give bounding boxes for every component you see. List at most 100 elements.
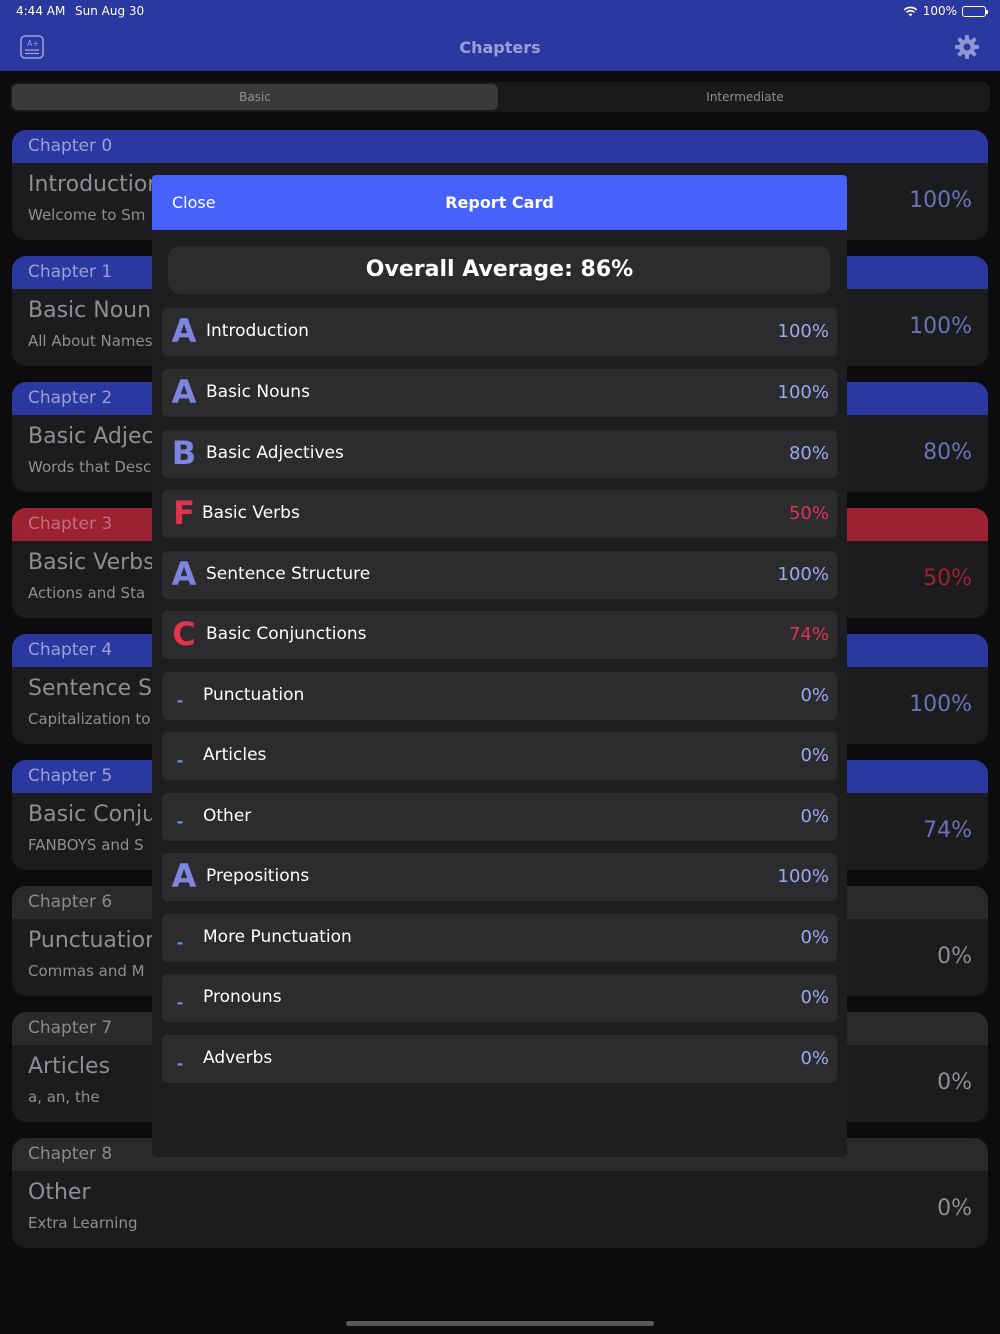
- grade-letter: A: [171, 555, 197, 593]
- report-row: A Introduction 100%: [162, 308, 837, 356]
- chapter-title: Punctuation: [28, 928, 160, 953]
- row-score: 0%: [800, 987, 829, 1008]
- chapter-subtitle: FANBOYS and S: [28, 836, 144, 854]
- row-chapter-name: Basic Nouns: [206, 382, 310, 402]
- grade-letter: -: [176, 812, 184, 831]
- chapter-score: 50%: [923, 566, 972, 591]
- report-row: - Articles 0%: [162, 732, 837, 780]
- chapter-subtitle: Words that Desc: [28, 458, 152, 476]
- report-row: C Basic Conjunctions 74%: [162, 611, 837, 659]
- row-chapter-name: Introduction: [206, 321, 309, 341]
- row-chapter-name: Prepositions: [206, 866, 310, 886]
- chapter-subtitle: All About Names: [28, 332, 153, 350]
- nav-bar: A+ Chapters: [0, 24, 1000, 72]
- row-chapter-name: Pronouns: [203, 987, 282, 1007]
- chapter-title: Introduction: [28, 172, 162, 197]
- chapter-title: Basic Verbs: [28, 550, 155, 575]
- row-chapter-name: Sentence Structure: [206, 564, 371, 584]
- row-chapter-name: Other: [203, 806, 252, 826]
- chapter-title: Basic Adjec: [28, 424, 154, 449]
- row-chapter-name: Articles: [203, 745, 267, 765]
- chapter-subtitle: Capitalization to: [28, 710, 151, 728]
- grade-letter: -: [176, 1054, 184, 1073]
- status-date: Sun Aug 30: [75, 4, 145, 18]
- chapter-subtitle: Commas and M: [28, 962, 145, 980]
- grade-letter: C: [172, 615, 196, 653]
- row-chapter-name: Punctuation: [203, 685, 305, 705]
- row-score: 100%: [777, 866, 829, 887]
- report-row: A Sentence Structure 100%: [162, 551, 837, 599]
- row-chapter-name: Basic Adjectives: [206, 443, 344, 463]
- gear-icon[interactable]: [954, 34, 980, 60]
- row-chapter-name: Basic Verbs: [202, 503, 300, 523]
- status-bar: 4:44 AM Sun Aug 30 100%: [0, 0, 1000, 24]
- chapter-subtitle: a, an, the: [28, 1088, 100, 1106]
- level-segmented-control: Basic Intermediate: [10, 82, 990, 112]
- report-row: - More Punctuation 0%: [162, 914, 837, 962]
- report-row: - Adverbs 0%: [162, 1035, 837, 1083]
- chapter-subtitle: Actions and Sta: [28, 584, 146, 602]
- row-score: 80%: [788, 443, 829, 464]
- quiz-icon[interactable]: A+: [20, 35, 44, 59]
- chapter-score: 0%: [937, 1196, 972, 1221]
- grade-letter: -: [176, 751, 184, 770]
- chapter-title: Other: [28, 1180, 91, 1205]
- chapter-title: Articles: [28, 1054, 111, 1079]
- grade-letter: -: [176, 691, 184, 710]
- row-score: 100%: [777, 321, 829, 342]
- chapter-score: 100%: [909, 692, 972, 717]
- row-score: 0%: [800, 806, 829, 827]
- chapter-score: 74%: [923, 818, 972, 843]
- grade-letter: F: [173, 494, 195, 532]
- modal-title: Report Card: [445, 193, 554, 212]
- row-score: 0%: [800, 1048, 829, 1069]
- report-row: - Other 0%: [162, 793, 837, 841]
- report-row: A Basic Nouns 100%: [162, 369, 837, 417]
- report-row: B Basic Adjectives 80%: [162, 430, 837, 478]
- report-row: F Basic Verbs 50%: [162, 490, 837, 538]
- chapter-score: 0%: [937, 1070, 972, 1095]
- row-score: 74%: [788, 624, 829, 645]
- chapter-subtitle: Welcome to Sm: [28, 206, 146, 224]
- row-score: 50%: [788, 503, 829, 524]
- row-score: 100%: [777, 382, 829, 403]
- chapter-subtitle: Extra Learning: [28, 1214, 138, 1232]
- modal-header: Close Report Card: [152, 175, 847, 230]
- segment-basic[interactable]: Basic: [12, 84, 498, 110]
- home-indicator[interactable]: [346, 1321, 654, 1326]
- grade-letter: -: [176, 933, 184, 952]
- grade-letter: A: [171, 373, 197, 411]
- row-chapter-name: Basic Conjunctions: [206, 624, 367, 644]
- grade-letter: -: [176, 993, 184, 1012]
- grade-letter: A: [171, 857, 197, 895]
- report-row: - Pronouns 0%: [162, 974, 837, 1022]
- report-card-modal: Close Report Card Overall Average: 86% A…: [152, 175, 847, 1157]
- battery-icon: [962, 5, 988, 17]
- row-score: 0%: [800, 685, 829, 706]
- report-row: - Punctuation 0%: [162, 672, 837, 720]
- chapter-title: Basic Nouns: [28, 298, 163, 323]
- chapter-score: 100%: [909, 188, 972, 213]
- chapter-score: 100%: [909, 314, 972, 339]
- row-score: 0%: [800, 927, 829, 948]
- row-chapter-name: More Punctuation: [203, 927, 352, 947]
- grade-letter: A: [171, 312, 197, 350]
- chapter-header: Chapter 0: [12, 130, 988, 163]
- status-time: 4:44 AM: [16, 4, 66, 18]
- row-score: 0%: [800, 745, 829, 766]
- status-indicators: 100%: [903, 4, 988, 18]
- report-row: A Prepositions 100%: [162, 853, 837, 901]
- wifi-icon: [903, 6, 917, 16]
- grade-letter: B: [171, 434, 197, 472]
- segment-intermediate[interactable]: Intermediate: [706, 90, 784, 104]
- battery-percent: 100%: [922, 4, 957, 18]
- svg-text:A+: A+: [27, 39, 39, 48]
- row-score: 100%: [777, 564, 829, 585]
- page-title: Chapters: [459, 38, 541, 57]
- chapter-score: 0%: [937, 944, 972, 969]
- chapter-title: Sentence St: [28, 676, 161, 701]
- close-button[interactable]: Close: [172, 193, 216, 212]
- overall-average: Overall Average: 86%: [168, 246, 831, 294]
- chapter-score: 80%: [923, 440, 972, 465]
- chapter-title: Basic Conju: [28, 802, 157, 827]
